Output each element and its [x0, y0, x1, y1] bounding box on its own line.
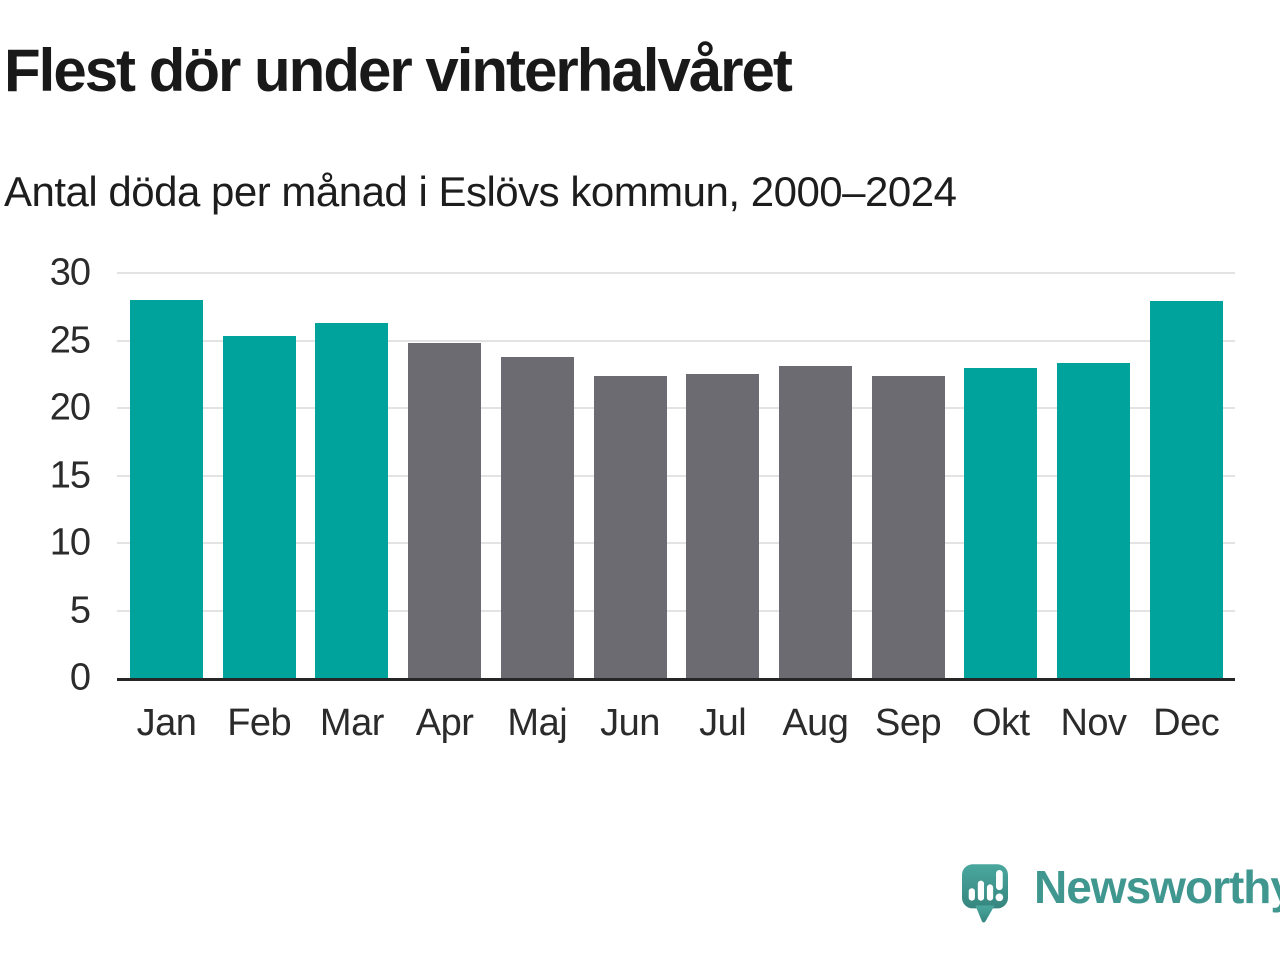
newsworthy-logo-icon — [962, 864, 1008, 923]
gridline-20 — [117, 407, 1235, 409]
x-tick-label-jul: Jul — [699, 702, 747, 744]
gridline-15 — [117, 474, 1235, 477]
gridline-5 — [117, 609, 1235, 612]
plot-area — [117, 272, 1235, 681]
x-tick-label-jun: Jun — [600, 702, 660, 744]
x-tick-label-sep: Sep — [875, 702, 942, 744]
bar-maj — [500, 356, 574, 678]
newsworthy-logo-text: Newsworthy — [1034, 861, 1280, 913]
chart-subtitle: Antal döda per månad i Eslövs kommun, 20… — [4, 168, 957, 215]
x-axis-labels: Jan Feb Mar Apr Maj Jun Jul Aug Sep Okt Nov Dec — [117, 702, 1235, 748]
bar-jul — [686, 374, 760, 678]
bar-apr — [408, 343, 482, 678]
bar-feb — [222, 336, 296, 678]
x-tick-label-dec: Dec — [1153, 702, 1220, 744]
bar-aug — [778, 366, 852, 678]
bar-okt — [964, 367, 1038, 678]
x-tick-label-jan: Jan — [136, 702, 197, 744]
newsworthy-logo: Newsworthy — [962, 861, 1280, 925]
bar-sep — [871, 375, 945, 678]
x-tick-label-mar: Mar — [319, 702, 384, 744]
chart-title: Flest dör under vinterhalvåret — [4, 37, 793, 104]
x-tick-label-nov: Nov — [1060, 702, 1127, 744]
x-axis-line — [117, 678, 1235, 681]
bar-mar — [315, 322, 389, 678]
gridline-10 — [117, 542, 1235, 544]
x-tick-label-okt: Okt — [971, 702, 1030, 744]
y-tick-label-0: 0 — [69, 656, 91, 699]
y-tick-label-20: 20 — [49, 386, 91, 429]
x-tick-label-aug: Aug — [782, 702, 849, 744]
bar-jan — [130, 300, 203, 678]
bar-nov — [1057, 363, 1130, 678]
y-tick-label-15: 15 — [49, 454, 91, 496]
gridline-30 — [117, 272, 1235, 274]
x-tick-label-apr: Apr — [415, 702, 474, 744]
x-tick-label-maj: Maj — [507, 702, 568, 744]
x-tick-label-feb: Feb — [227, 702, 292, 744]
gridline-25 — [117, 339, 1235, 342]
y-axis-labels: 0 5 10 15 20 25 30 — [0, 252, 91, 699]
bar-jun — [593, 375, 667, 678]
bar-dec — [1149, 301, 1223, 678]
y-tick-label-5: 5 — [69, 589, 91, 631]
y-tick-label-30: 30 — [49, 251, 91, 294]
y-tick-label-25: 25 — [49, 319, 91, 361]
y-tick-label-10: 10 — [49, 521, 91, 564]
